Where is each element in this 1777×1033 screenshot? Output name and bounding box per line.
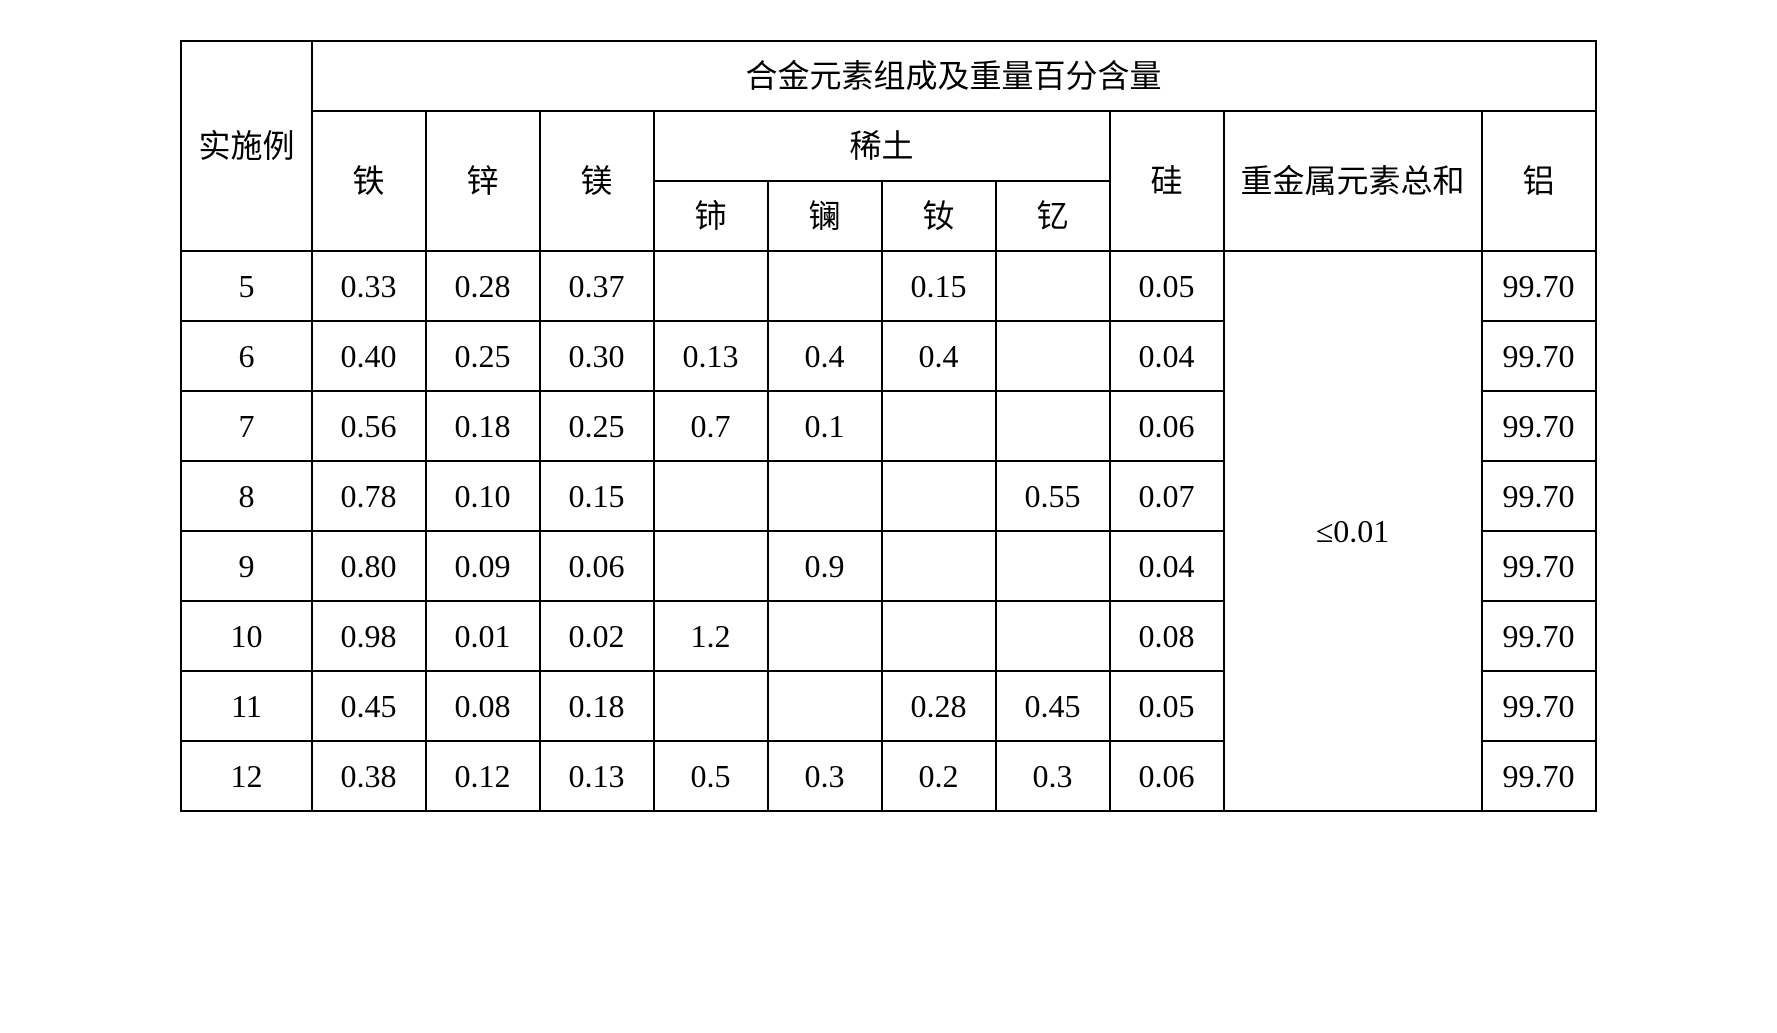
cell-fe: 0.98	[312, 601, 426, 671]
cell-si: 0.05	[1110, 251, 1224, 321]
cell-fe: 0.40	[312, 321, 426, 391]
cell-fe: 0.78	[312, 461, 426, 531]
cell-ce	[654, 671, 768, 741]
cell-mg: 0.37	[540, 251, 654, 321]
cell-si: 0.07	[1110, 461, 1224, 531]
cell-nd	[882, 461, 996, 531]
cell-al: 99.70	[1482, 531, 1596, 601]
cell-y	[996, 321, 1110, 391]
cell-y	[996, 391, 1110, 461]
cell-y: 0.45	[996, 671, 1110, 741]
cell-si: 0.06	[1110, 741, 1224, 811]
cell-la: 0.1	[768, 391, 882, 461]
cell-y: 0.55	[996, 461, 1110, 531]
cell-ce: 1.2	[654, 601, 768, 671]
header-fe: 铁	[312, 111, 426, 251]
cell-al: 99.70	[1482, 251, 1596, 321]
cell-si: 0.05	[1110, 671, 1224, 741]
cell-id: 5	[181, 251, 311, 321]
cell-zn: 0.08	[426, 671, 540, 741]
cell-nd: 0.15	[882, 251, 996, 321]
cell-al: 99.70	[1482, 601, 1596, 671]
header-rare-earth-group: 稀土	[654, 111, 1110, 181]
header-al: 铝	[1482, 111, 1596, 251]
cell-fe: 0.45	[312, 671, 426, 741]
cell-zn: 0.18	[426, 391, 540, 461]
header-si: 硅	[1110, 111, 1224, 251]
cell-zn: 0.28	[426, 251, 540, 321]
cell-mg: 0.15	[540, 461, 654, 531]
cell-la: 0.3	[768, 741, 882, 811]
cell-si: 0.04	[1110, 531, 1224, 601]
cell-la: 0.9	[768, 531, 882, 601]
cell-zn: 0.12	[426, 741, 540, 811]
cell-zn: 0.10	[426, 461, 540, 531]
header-top-span: 合金元素组成及重量百分含量	[312, 41, 1596, 111]
cell-id: 8	[181, 461, 311, 531]
cell-id: 7	[181, 391, 311, 461]
cell-fe: 0.33	[312, 251, 426, 321]
cell-mg: 0.13	[540, 741, 654, 811]
header-la: 镧	[768, 181, 882, 251]
cell-al: 99.70	[1482, 741, 1596, 811]
cell-y	[996, 531, 1110, 601]
cell-la	[768, 461, 882, 531]
header-y: 钇	[996, 181, 1110, 251]
cell-zn: 0.09	[426, 531, 540, 601]
cell-id: 11	[181, 671, 311, 741]
cell-al: 99.70	[1482, 321, 1596, 391]
cell-la	[768, 251, 882, 321]
cell-id: 10	[181, 601, 311, 671]
cell-mg: 0.06	[540, 531, 654, 601]
cell-nd	[882, 531, 996, 601]
cell-id: 6	[181, 321, 311, 391]
header-zn: 锌	[426, 111, 540, 251]
cell-la	[768, 671, 882, 741]
cell-zn: 0.25	[426, 321, 540, 391]
cell-la	[768, 601, 882, 671]
cell-al: 99.70	[1482, 671, 1596, 741]
cell-la: 0.4	[768, 321, 882, 391]
cell-mg: 0.30	[540, 321, 654, 391]
cell-y	[996, 251, 1110, 321]
cell-ce: 0.13	[654, 321, 768, 391]
cell-fe: 0.56	[312, 391, 426, 461]
cell-al: 99.70	[1482, 391, 1596, 461]
cell-id: 12	[181, 741, 311, 811]
cell-ce: 0.7	[654, 391, 768, 461]
cell-mg: 0.25	[540, 391, 654, 461]
cell-si: 0.08	[1110, 601, 1224, 671]
cell-y: 0.3	[996, 741, 1110, 811]
table-row: 5 0.33 0.28 0.37 0.15 0.05 ≤0.01 99.70	[181, 251, 1595, 321]
cell-nd	[882, 601, 996, 671]
cell-mg: 0.02	[540, 601, 654, 671]
cell-mg: 0.18	[540, 671, 654, 741]
cell-fe: 0.80	[312, 531, 426, 601]
cell-al: 99.70	[1482, 461, 1596, 531]
alloy-composition-table: 实施例 合金元素组成及重量百分含量 铁 锌 镁 稀土 硅 重金属元素总和 铝 铈…	[180, 40, 1596, 812]
cell-si: 0.04	[1110, 321, 1224, 391]
header-nd: 钕	[882, 181, 996, 251]
cell-fe: 0.38	[312, 741, 426, 811]
cell-nd: 0.28	[882, 671, 996, 741]
cell-id: 9	[181, 531, 311, 601]
cell-ce	[654, 251, 768, 321]
cell-nd: 0.2	[882, 741, 996, 811]
cell-heavy-metal-value: ≤0.01	[1224, 251, 1482, 811]
cell-nd	[882, 391, 996, 461]
cell-ce: 0.5	[654, 741, 768, 811]
header-heavy-metal-sum: 重金属元素总和	[1224, 111, 1482, 251]
cell-zn: 0.01	[426, 601, 540, 671]
header-ce: 铈	[654, 181, 768, 251]
header-row-label: 实施例	[181, 41, 311, 251]
cell-y	[996, 601, 1110, 671]
header-mg: 镁	[540, 111, 654, 251]
cell-ce	[654, 461, 768, 531]
cell-ce	[654, 531, 768, 601]
cell-si: 0.06	[1110, 391, 1224, 461]
cell-nd: 0.4	[882, 321, 996, 391]
